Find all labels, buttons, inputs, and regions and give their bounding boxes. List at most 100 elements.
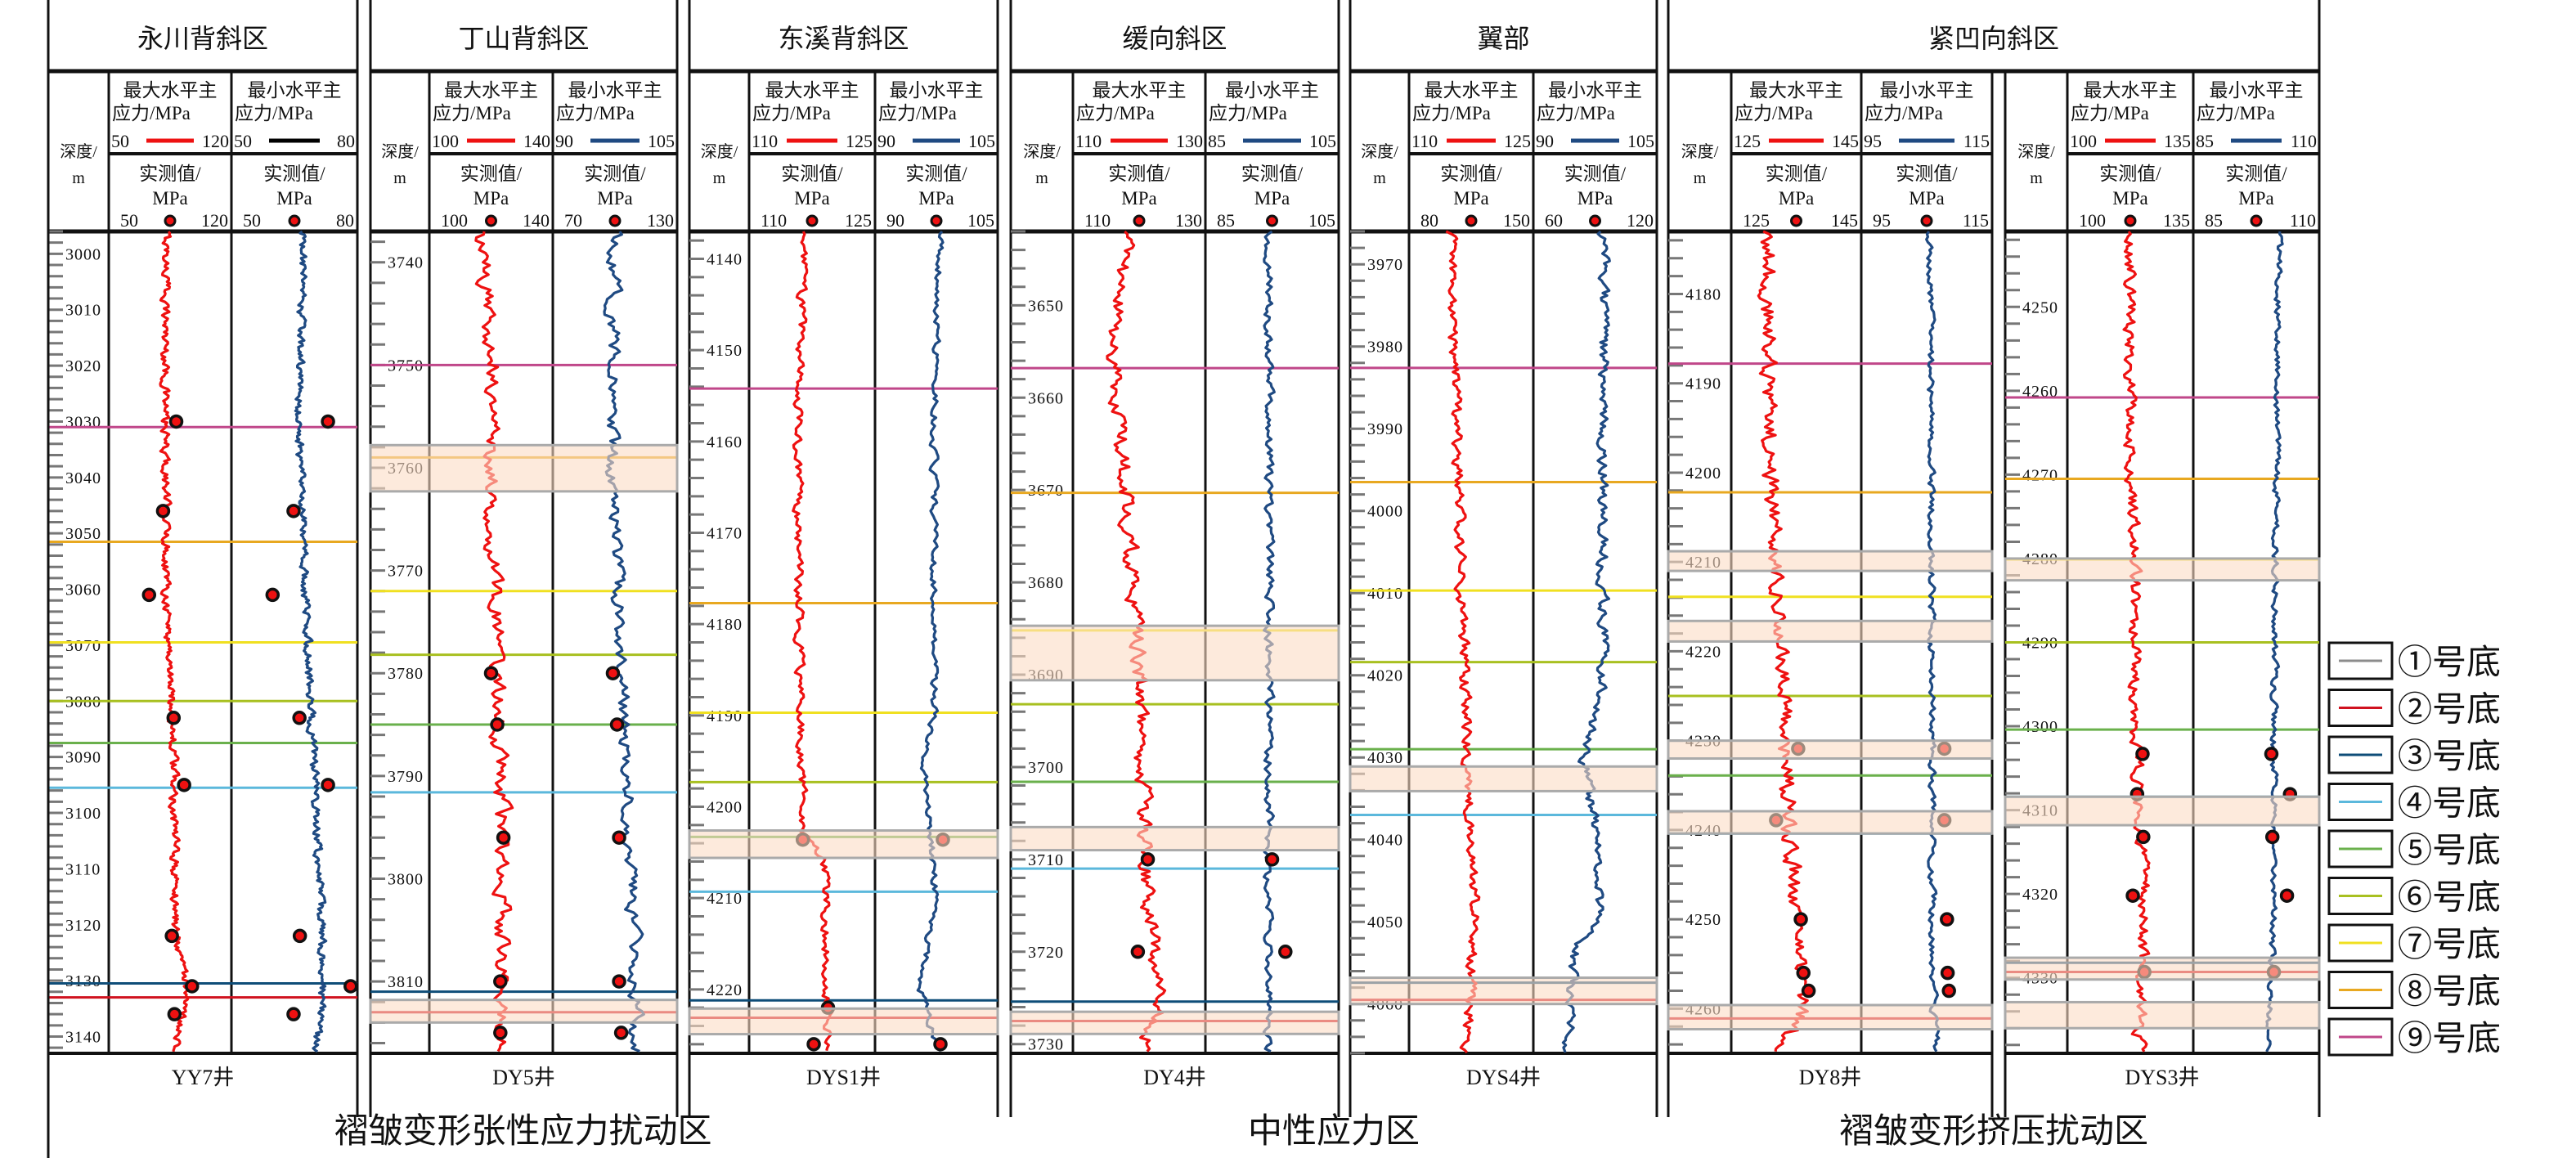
min-stress-unit-label: 应力/MPa <box>235 103 313 123</box>
measured-unit-label: MPa <box>1254 188 1290 209</box>
min-measured-point <box>321 778 335 792</box>
measured-unit-label: MPa <box>276 188 312 209</box>
max-measured-point <box>168 414 184 429</box>
min-stress-label: 最小水平主 <box>2210 80 2304 101</box>
min-measured-point <box>292 928 307 944</box>
measured-label: 实测值/ <box>139 164 201 184</box>
min-measured-scale-max: 130 <box>647 210 674 231</box>
min-measured-scale-min: 90 <box>886 210 904 231</box>
max-measured-scale-max: 140 <box>523 210 550 231</box>
legend: ①号底 ②号底 ③号底 ④号底 ⑤号底 ⑥号底 ⑦号底 ⑧号底 ⑨号底 <box>2327 641 2501 1058</box>
depth-tick-label: 3650 <box>1028 297 1064 315</box>
max-measured-point <box>2125 888 2140 903</box>
measured-point-legend-icon <box>608 214 622 227</box>
max-stress-curve <box>474 231 514 1053</box>
max-stress-label: 最大水平主 <box>123 80 218 101</box>
min-stress-curve <box>1561 230 1611 1053</box>
legend-item: ⑤号底 <box>2327 829 2501 870</box>
max-stress-curve <box>792 231 834 1052</box>
measured-unit-label: MPa <box>597 188 632 209</box>
max-measured-point <box>1793 912 1808 927</box>
max-stress-label: 最大水平主 <box>1093 80 1187 101</box>
measured-unit-label: MPa <box>1577 188 1613 209</box>
depth-tick-label: 3060 <box>65 581 101 599</box>
min-stress-curve <box>294 230 328 1053</box>
depth-tick-label: 3660 <box>1028 389 1064 407</box>
min-scale-max: 105 <box>1627 131 1654 151</box>
depth-tick-label: 3000 <box>65 245 101 263</box>
measured-point-legend-icon <box>2124 214 2137 227</box>
depth-tick-label: 4180 <box>1685 285 1721 303</box>
well-name: YY7井 <box>172 1066 235 1089</box>
min-measured-point <box>2279 888 2295 903</box>
max-measured-scale-min: 110 <box>1084 210 1111 231</box>
max-measured-point <box>167 1007 182 1021</box>
anomaly-band <box>688 829 999 860</box>
well-name: DYS4井 <box>1466 1066 1541 1089</box>
depth-tick-label: 4250 <box>1685 911 1721 929</box>
depth-unit-label: m <box>72 169 85 187</box>
max-measured-point <box>1796 965 1811 981</box>
depth-tick-label: 3970 <box>1367 256 1403 274</box>
min-measured-scale-max: 105 <box>967 210 994 231</box>
min-measured-scale-max: 110 <box>2290 210 2316 231</box>
max-measured-point <box>496 830 511 845</box>
anomaly-band <box>2004 956 2321 981</box>
max-measured-point <box>493 1026 508 1040</box>
max-stress-unit-label: 应力/MPa <box>1076 103 1155 123</box>
depth-tick-label: 3020 <box>65 357 101 375</box>
min-measured-point <box>1278 945 1293 959</box>
depth-tick-label: 4220 <box>707 981 743 999</box>
depth-tick-label: 3010 <box>65 302 101 320</box>
min-stress-unit-label: 应力/MPa <box>2197 103 2275 123</box>
max-scale-min: 125 <box>1734 131 1761 151</box>
legend-label: ⑥号底 <box>2398 880 2501 918</box>
max-scale-min: 100 <box>2070 131 2097 151</box>
max-scale-max: 145 <box>1832 131 1859 151</box>
max-measured-point <box>185 979 200 994</box>
max-scale-min: 110 <box>752 131 778 151</box>
legend-label: ⑨号底 <box>2398 1021 2501 1058</box>
min-scale-min: 90 <box>555 131 573 151</box>
measured-label: 实测值/ <box>1896 164 1958 184</box>
measured-unit-label: MPa <box>152 188 187 209</box>
measured-label: 实测值/ <box>1440 164 1502 184</box>
max-stress-label: 最大水平主 <box>444 80 538 101</box>
region-title: 紧凹向斜区 <box>1928 24 2059 53</box>
depth-tick-label: 4160 <box>707 433 743 451</box>
min-measured-point <box>2264 747 2279 761</box>
measured-unit-label: MPa <box>1909 188 1944 209</box>
min-measured-point <box>286 1007 301 1021</box>
legend-item: ②号底 <box>2327 689 2501 729</box>
depth-tick-label: 3140 <box>65 1028 101 1046</box>
anomaly-band <box>1009 825 1340 852</box>
min-measured-point <box>321 414 335 429</box>
zone-label: 中性应力区 <box>1248 1112 1420 1151</box>
max-measured-point <box>493 974 508 989</box>
measured-unit-label: MPa <box>1121 188 1156 209</box>
max-stress-unit-label: 应力/MPa <box>1735 103 1813 123</box>
max-measured-point <box>1140 852 1156 867</box>
anomaly-band <box>1009 1010 1340 1035</box>
min-measured-scale-min: 85 <box>1217 210 1235 231</box>
anomaly-band <box>2004 557 2321 582</box>
anomaly-band <box>369 443 679 493</box>
max-measured-point <box>1801 983 1816 999</box>
region-title: 缓向斜区 <box>1122 24 1227 53</box>
depth-label: 深度/ <box>1681 142 1719 161</box>
min-measured-point <box>613 1026 629 1040</box>
max-stress-label: 最大水平主 <box>1749 80 1843 101</box>
max-stress-label: 最大水平主 <box>765 80 859 101</box>
min-stress-label: 最小水平主 <box>1880 80 1974 101</box>
min-scale-max: 110 <box>2291 131 2317 151</box>
depth-label: 深度/ <box>701 142 738 161</box>
min-stress-unit-label: 应力/MPa <box>1865 103 1943 123</box>
min-scale-min: 95 <box>1864 131 1882 151</box>
measured-label: 实测值/ <box>781 164 843 184</box>
max-stress-label: 最大水平主 <box>2084 80 2178 101</box>
max-measured-scale-max: 120 <box>201 210 228 231</box>
depth-tick-label: 3990 <box>1367 420 1403 438</box>
